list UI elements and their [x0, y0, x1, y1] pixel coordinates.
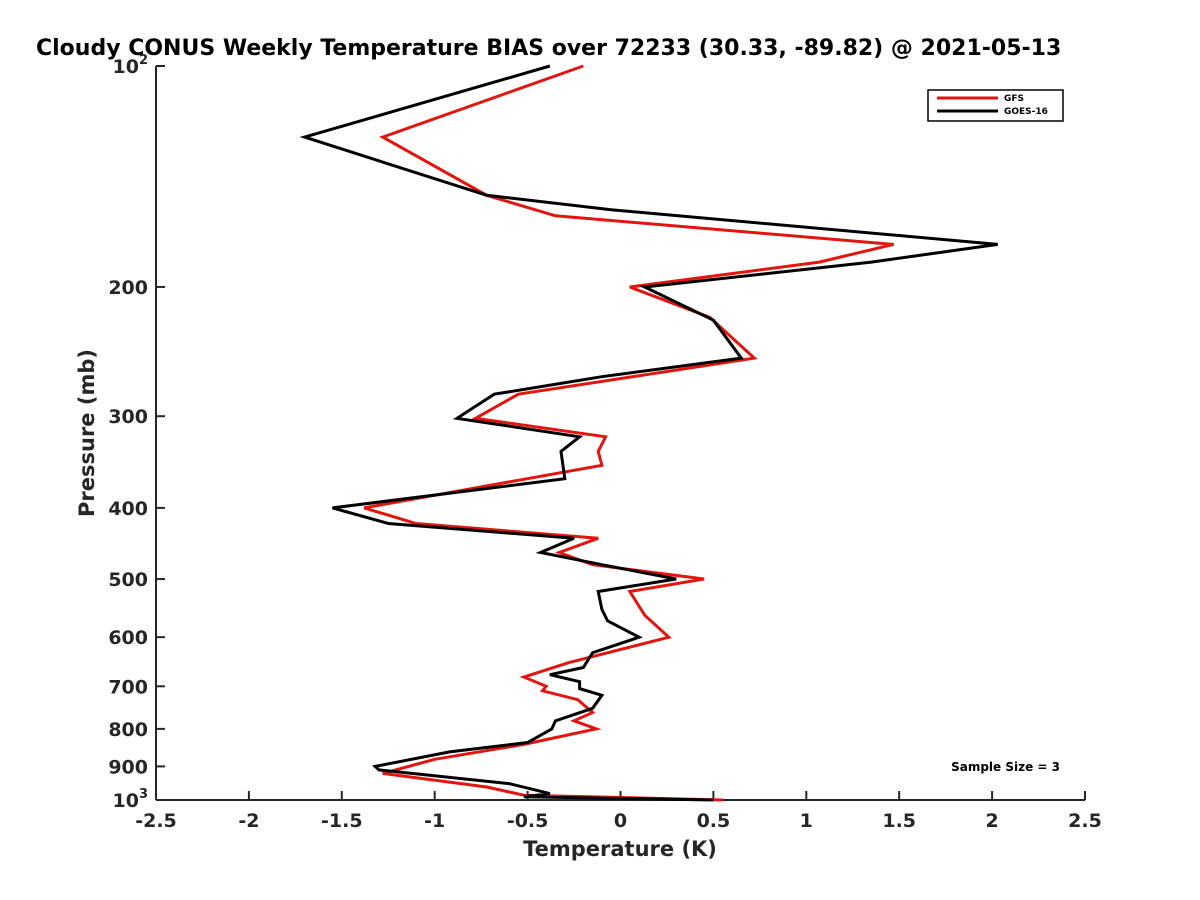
axes: -2.5 -2 -1.5 -1 -0.5 0 0.5 1 1.5 2 2.5 102 200 300 400… — [108, 53, 1102, 832]
y-tick-label: 700 — [108, 676, 148, 698]
y-tick-label: 103 — [113, 787, 149, 812]
x-tick-label: -1 — [424, 810, 445, 832]
x-tick-label: 2 — [985, 810, 998, 832]
x-tick-label: 0.5 — [697, 810, 731, 832]
y-tick-label: 200 — [108, 277, 148, 299]
series-line-gfs — [363, 64, 894, 802]
x-tick-label: -2.5 — [135, 810, 177, 832]
x-tick-label: -0.5 — [507, 810, 549, 832]
legend: GFS GOES-16 — [927, 89, 1064, 122]
x-tick-label: -1.5 — [321, 810, 363, 832]
legend-box — [927, 89, 1064, 122]
y-tick-label: 600 — [108, 627, 148, 649]
x-tick-label: 0 — [614, 810, 627, 832]
x-tick-label: 1.5 — [882, 810, 916, 832]
y-axis-label: Pressure (mb) — [75, 349, 99, 517]
y-tick-label: 800 — [108, 719, 148, 741]
y-tick-label: 500 — [108, 569, 148, 591]
chart-title: Cloudy CONUS Weekly Temperature BIAS ove… — [36, 36, 1061, 61]
series-line-goes-16 — [299, 64, 998, 802]
legend-label: GFS — [1004, 94, 1024, 104]
x-tick-label: 1 — [800, 810, 813, 832]
y-tick-label: 102 — [113, 53, 149, 78]
x-axis-label: Temperature (K) — [523, 837, 717, 861]
series-layer — [299, 64, 998, 802]
y-tick-label: 300 — [108, 406, 148, 428]
y-tick-label: 900 — [108, 756, 148, 778]
y-tick-label: 400 — [108, 498, 148, 520]
sample-size-annotation: Sample Size = 3 — [951, 760, 1060, 774]
x-tick-label: 2.5 — [1068, 810, 1102, 832]
legend-label: GOES-16 — [1004, 107, 1048, 117]
x-tick-label: -2 — [238, 810, 259, 832]
